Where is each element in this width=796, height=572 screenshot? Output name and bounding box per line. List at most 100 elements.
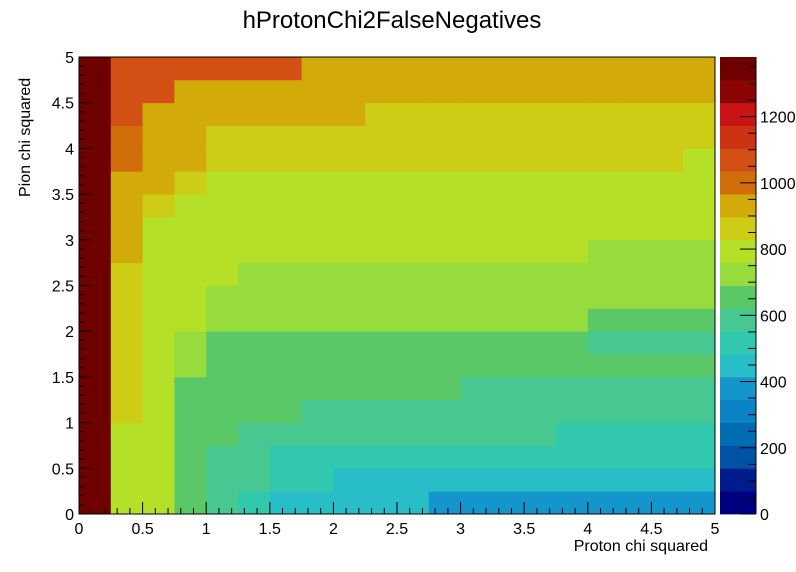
heatmap-cell — [174, 285, 207, 309]
heatmap-cell — [79, 376, 112, 401]
heatmap-cell — [556, 308, 589, 332]
heatmap-cell — [460, 376, 493, 401]
heatmap-cell — [492, 331, 525, 355]
heatmap-cell — [397, 171, 430, 195]
heatmap-cell — [524, 331, 557, 355]
heatmap-cell — [492, 399, 525, 423]
heatmap-cell — [460, 308, 493, 332]
heatmap-cell — [269, 262, 302, 286]
heatmap-cell — [333, 399, 366, 423]
heatmap-cell — [174, 422, 207, 446]
heatmap-cell — [651, 194, 684, 218]
heatmap-cell — [79, 194, 112, 218]
heatmap-cell — [238, 262, 271, 286]
heatmap-cell — [556, 171, 589, 195]
y-tick-label: 1.5 — [52, 370, 74, 387]
heatmap-cell — [524, 125, 557, 149]
heatmap-cell — [110, 216, 143, 241]
heatmap-cell — [397, 285, 430, 309]
heatmap-cell — [587, 376, 620, 401]
heatmap-cell — [174, 262, 207, 286]
heatmap-cell — [174, 445, 207, 469]
y-tick-label: 2.5 — [52, 279, 74, 296]
heatmap-cell — [301, 194, 334, 218]
heatmap-cell — [428, 445, 461, 469]
heatmap-cell — [397, 331, 430, 355]
heatmap-cell — [619, 79, 652, 104]
y-axis-title: Pion chi squared — [17, 78, 34, 197]
heatmap-cell — [142, 102, 175, 126]
y-tick-label: 1 — [65, 416, 74, 433]
heatmap-cell — [619, 331, 652, 355]
heatmap-cell — [428, 422, 461, 446]
heatmap-cell — [492, 148, 525, 172]
heatmap-cell — [524, 491, 557, 515]
heatmap-cell — [206, 308, 239, 332]
heatmap-cell — [79, 57, 112, 81]
heatmap-cell — [174, 125, 207, 149]
heatmap-cell — [683, 285, 716, 309]
heatmap-cell — [301, 57, 334, 81]
heatmap-cell — [301, 422, 334, 446]
heatmap-cell — [206, 57, 239, 81]
heatmap-cell — [142, 148, 175, 172]
heatmap-cell — [238, 102, 271, 126]
heatmap-cell — [587, 125, 620, 149]
heatmap-cell — [428, 239, 461, 264]
heatmap-cell — [587, 468, 620, 492]
heatmap-cell — [619, 239, 652, 264]
color-scale-tick-label: 1000 — [760, 176, 796, 193]
heatmap-cell — [428, 399, 461, 423]
heatmap-cell — [651, 376, 684, 401]
heatmap-cell — [428, 148, 461, 172]
heatmap-cell — [206, 285, 239, 309]
heatmap-cell — [269, 79, 302, 104]
heatmap-cell — [524, 445, 557, 469]
heatmap-cell — [397, 376, 430, 401]
heatmap-cell — [428, 354, 461, 378]
heatmap-cell — [428, 262, 461, 286]
heatmap-cell — [301, 445, 334, 469]
heatmap-cell — [651, 399, 684, 423]
heatmap-cell — [301, 468, 334, 492]
heatmap-cell — [397, 445, 430, 469]
heatmap-cell — [269, 148, 302, 172]
heatmap-cell — [428, 102, 461, 126]
heatmap-cell — [587, 57, 620, 81]
heatmap-cell — [397, 399, 430, 423]
heatmap-cell — [524, 239, 557, 264]
heatmap-cell — [524, 468, 557, 492]
heatmap-cell — [365, 171, 398, 195]
heatmap-cell — [174, 491, 207, 515]
heatmap-cell — [556, 354, 589, 378]
heatmap-cell — [206, 422, 239, 446]
heatmap-cell — [587, 79, 620, 104]
heatmap-cell — [460, 354, 493, 378]
heatmap-cell — [683, 239, 716, 264]
heatmap-cell — [110, 331, 143, 355]
heatmap-cell — [301, 285, 334, 309]
heatmap-cell — [206, 262, 239, 286]
heatmap-cell — [110, 102, 143, 126]
heatmap-cell — [460, 399, 493, 423]
heatmap-cell — [683, 491, 716, 515]
heatmap-cell — [269, 399, 302, 423]
heatmap-cell — [365, 57, 398, 81]
heatmap-cell — [619, 285, 652, 309]
heatmap-cell — [428, 285, 461, 309]
heatmap-cell — [110, 285, 143, 309]
heatmap-cell — [683, 445, 716, 469]
heatmap-cell — [365, 262, 398, 286]
heatmap-cell — [365, 468, 398, 492]
color-scale-segment — [720, 491, 756, 515]
heatmap-cell — [301, 125, 334, 149]
heatmap-cell — [110, 308, 143, 332]
heatmap-cell — [110, 239, 143, 264]
heatmap-cell — [79, 445, 112, 469]
heatmap-cell — [651, 285, 684, 309]
heatmap-cell — [556, 216, 589, 241]
heatmap-cell — [651, 491, 684, 515]
heatmap-cell — [651, 331, 684, 355]
heatmap-cell — [397, 216, 430, 241]
heatmap-cell — [524, 262, 557, 286]
